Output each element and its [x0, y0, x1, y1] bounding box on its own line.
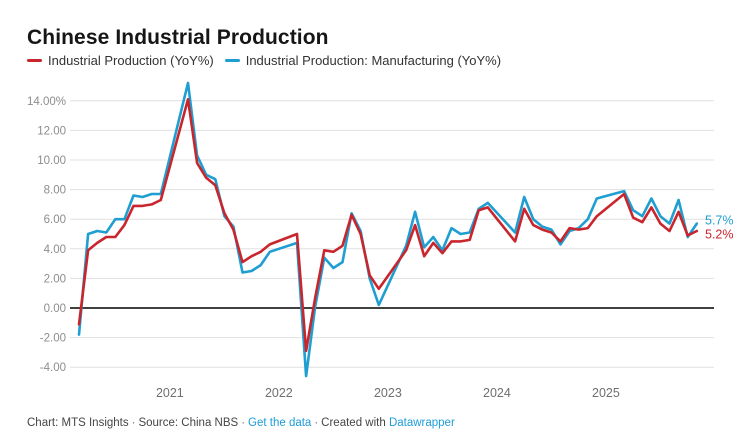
- x-axis-year-label: 2021: [156, 386, 184, 400]
- legend: Industrial Production (YoY%) Industrial …: [27, 53, 501, 68]
- y-axis-tick-label: 12.00: [37, 125, 66, 137]
- chart-credit: Chart: MTS Insights: [27, 417, 129, 429]
- y-axis-tick-label: 2.00: [44, 273, 66, 285]
- y-axis-tick-label: 0.00: [44, 303, 66, 315]
- y-axis-tick-label: 4.00: [44, 244, 66, 256]
- x-axis-year-label: 2022: [265, 386, 293, 400]
- legend-swatch-blue: [224, 58, 240, 63]
- separator-dot: ·: [241, 417, 246, 429]
- legend-label-manufacturing: Industrial Production: Manufacturing (Yo…: [245, 53, 502, 68]
- get-the-data-link[interactable]: Get the data: [248, 417, 312, 429]
- datawrapper-link[interactable]: Datawrapper: [388, 417, 455, 429]
- chart-title: Chinese Industrial Production: [27, 26, 329, 50]
- legend-swatch-red: [27, 58, 42, 63]
- y-axis-tick-label: -2.00: [40, 333, 66, 345]
- legend-item-industrial-production: Industrial Production (YoY%): [27, 53, 214, 68]
- x-axis-year-label: 2025: [592, 386, 620, 400]
- y-axis-tick-label: 8.00: [44, 185, 66, 197]
- legend-label-industrial-production: Industrial Production (YoY%): [48, 53, 214, 68]
- x-axis-year-label: 2024: [483, 386, 511, 400]
- legend-item-manufacturing: Industrial Production: Manufacturing (Yo…: [224, 53, 502, 68]
- end-value-label-industrial-production: 5.2%: [705, 227, 734, 241]
- end-value-label-manufacturing: 5.7%: [705, 213, 734, 227]
- y-axis-tick-label: 10.00: [37, 155, 66, 167]
- series-line-industrial-production[interactable]: [77, 98, 699, 353]
- created-with-text: Created with: [321, 417, 386, 429]
- x-axis-year-label: 2023: [374, 386, 402, 400]
- y-axis-tick-label: 14.00%: [27, 96, 66, 108]
- attribution-footer: Chart: MTS Insights · Source: China NBS · Ge…: [27, 417, 455, 429]
- separator-dot: ·: [131, 417, 136, 429]
- y-axis-tick-label: 6.00: [44, 214, 66, 226]
- y-axis-tick-label: -4.00: [40, 362, 66, 374]
- separator-dot: ·: [314, 417, 319, 429]
- series-line-manufacturing[interactable]: [77, 81, 699, 378]
- source-credit: Source: China NBS: [138, 417, 239, 429]
